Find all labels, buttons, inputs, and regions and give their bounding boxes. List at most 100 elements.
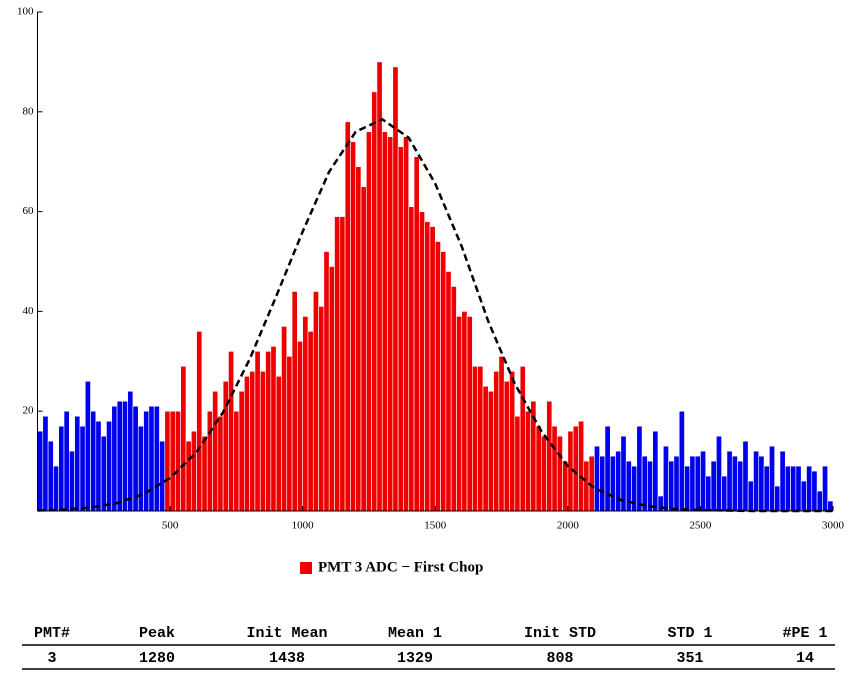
bar [758, 455, 765, 512]
y-tick-label: 100 [17, 6, 34, 18]
bar [429, 226, 436, 512]
bar [175, 410, 181, 512]
bar [456, 316, 463, 512]
bar [318, 306, 325, 512]
bar [742, 440, 749, 512]
table-header: PMT# [34, 625, 70, 642]
bar [477, 365, 484, 512]
bar [265, 351, 272, 512]
bar [228, 351, 235, 512]
bar [355, 166, 362, 512]
bar [79, 425, 86, 512]
bar [302, 316, 309, 512]
bar [164, 410, 171, 512]
bar [334, 216, 341, 512]
bar [636, 425, 643, 512]
table-header: Mean 1 [388, 625, 442, 642]
x-tick-label: 1500 [424, 520, 447, 532]
bar [689, 455, 696, 512]
bar [159, 440, 166, 512]
bar [556, 435, 563, 512]
bar [795, 465, 802, 512]
bar [503, 380, 510, 512]
bar [472, 365, 478, 512]
bar [217, 415, 224, 512]
bar [58, 425, 65, 512]
y-tick-label: 60 [23, 205, 35, 217]
bar [153, 405, 160, 512]
bar [37, 430, 44, 512]
table-cell: 1280 [139, 650, 175, 667]
bar [535, 425, 542, 512]
bar [275, 375, 282, 512]
x-tick-label: 3000 [822, 520, 845, 532]
bar [281, 326, 288, 512]
bar [487, 390, 494, 512]
bar [710, 460, 717, 512]
table-cell: 808 [546, 650, 573, 667]
bar [47, 440, 54, 512]
bar [450, 286, 457, 512]
bar [376, 61, 383, 512]
bar [286, 356, 293, 512]
bar [434, 241, 441, 512]
bar [233, 410, 240, 512]
bar [578, 420, 585, 512]
bar [673, 455, 680, 512]
legend-swatch [300, 562, 312, 574]
bar [822, 465, 828, 512]
bar [122, 400, 128, 512]
bar [562, 460, 569, 512]
bar [42, 415, 49, 512]
bar [816, 490, 823, 512]
bar [440, 251, 447, 512]
bar [721, 475, 728, 512]
bar [53, 465, 60, 512]
bar [95, 420, 102, 512]
y-tick-label: 40 [23, 305, 35, 317]
bar [111, 405, 118, 512]
bar [249, 370, 256, 512]
table-header: #PE 1 [782, 625, 827, 642]
bar [599, 455, 606, 512]
fit-curve [37, 117, 833, 513]
bar [811, 470, 818, 512]
bar [662, 445, 669, 512]
bar [137, 425, 144, 512]
bar [509, 370, 516, 512]
bar [774, 485, 781, 512]
bar [344, 121, 351, 512]
bar [84, 380, 91, 512]
table-header: Init STD [524, 625, 596, 642]
bar [514, 415, 521, 512]
bar [609, 455, 616, 512]
bar [615, 450, 622, 512]
bar [387, 136, 394, 512]
bar [800, 480, 807, 512]
bar [519, 365, 526, 512]
bar [684, 465, 691, 512]
x-tick-label: 2500 [689, 520, 712, 532]
bar [763, 465, 770, 512]
bar [726, 450, 733, 512]
bar [413, 156, 420, 512]
bar [63, 410, 70, 512]
bar [238, 390, 245, 512]
bar [572, 425, 579, 512]
bar [74, 415, 81, 512]
bar [583, 460, 590, 512]
bar [525, 410, 532, 512]
table-cell: 3 [47, 650, 56, 667]
x-tick-label: 1000 [292, 520, 315, 532]
bar [328, 266, 335, 512]
bar [312, 291, 319, 512]
bar [403, 136, 410, 512]
bar [100, 435, 107, 512]
bar [461, 311, 468, 512]
bar [737, 460, 744, 512]
bar [307, 331, 314, 512]
bar [148, 405, 155, 512]
bar [466, 316, 473, 512]
bar [270, 346, 277, 512]
